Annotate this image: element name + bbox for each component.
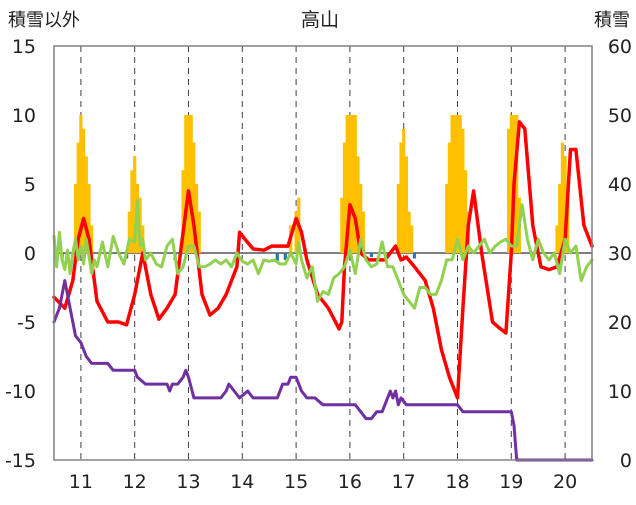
x-tick-label: 15 [284,471,308,493]
x-tick-label: 19 [499,471,523,493]
bar-0-13 [181,170,185,253]
bar-0-30 [359,184,363,253]
bar-0-56 [566,197,570,253]
bar-0-41 [453,115,457,253]
x-tick-label: 12 [123,471,147,493]
bar-0-8 [130,170,134,253]
bar-0-1 [76,142,80,253]
x-tick-label: 11 [69,471,93,493]
bar-0-3 [81,128,86,253]
bar-0-50 [515,115,519,253]
bar-0-44 [461,128,465,253]
left-axis-label: 積雪以外 [8,10,80,31]
x-tick-label: 14 [230,471,254,493]
right-tick-label: 50 [608,105,632,127]
bar-0-45 [463,170,468,253]
left-tick-label: 15 [12,36,36,58]
x-tick-label: 16 [338,471,362,493]
line-series [52,120,594,462]
right-tick-label: 10 [608,381,632,403]
left-tick-label: -10 [5,381,36,403]
bar-0-4 [84,156,88,253]
left-tick-label: 10 [12,105,36,127]
x-tick-label: 20 [553,471,577,493]
left-tick-label: 0 [24,243,36,265]
bar-0-16 [189,115,193,253]
x-tick-label: 17 [392,471,416,493]
bar-0-43 [458,115,462,253]
bar-0-52 [555,225,559,253]
bar-0-34 [402,128,406,253]
bar-1-4 [275,253,279,263]
chart-title: 高山 [301,9,339,31]
bar-0-47 [507,128,511,253]
bar-0-14 [184,115,188,253]
bar-0-21 [294,211,298,253]
bar-0-38 [445,184,449,253]
bar-0-2 [79,115,83,253]
bar-0-19 [197,211,201,253]
x-tick-label: 18 [445,471,469,493]
bar-0-39 [447,142,452,253]
x-tick-label: 13 [176,471,200,493]
bar-0-0 [73,184,78,253]
bar-0-37 [410,225,414,253]
right-tick-label: 40 [608,174,632,196]
bar-0-26 [348,115,352,253]
bar-0-29 [356,156,360,253]
bar-0-54 [560,142,565,253]
line-series-2 [52,279,594,462]
right-tick-label: 60 [608,36,632,58]
left-tick-label: -5 [17,312,36,334]
bar-0-17 [192,142,196,253]
left-tick-label: -15 [5,450,36,472]
bar-0-18 [194,184,199,253]
bar-0-32 [396,184,400,253]
bar-0-27 [350,115,355,253]
right-tick-label: 0 [620,450,632,472]
bar-0-23 [340,197,344,253]
bar-1-5 [283,253,287,260]
bar-0-7 [127,211,131,253]
bar-0-36 [407,211,411,253]
bar-0-33 [399,142,403,253]
bar-1-7 [412,253,417,259]
bar-0-31 [361,211,365,253]
bar-0-35 [404,156,408,253]
bar-0-25 [345,115,349,253]
bar-0-53 [558,184,562,253]
bar-0-6 [90,225,94,253]
bar-0-48 [509,115,513,253]
right-axis-label: 積雪 [594,10,630,31]
bar-0-5 [87,184,91,253]
bar-0-55 [563,156,567,253]
line-series-1 [52,199,594,310]
bar-0-28 [353,115,357,253]
bar-0-9 [133,156,137,253]
line-series-0 [52,120,594,400]
left-tick-label: 5 [24,174,36,196]
right-tick-label: 20 [608,312,632,334]
bar-0-40 [450,115,454,253]
bar-0-24 [342,142,347,253]
plot-frame [53,45,593,461]
bar-0-42 [455,115,460,253]
bar-1-6 [369,253,374,258]
right-tick-label: 30 [608,243,632,265]
bar-0-15 [186,115,191,253]
